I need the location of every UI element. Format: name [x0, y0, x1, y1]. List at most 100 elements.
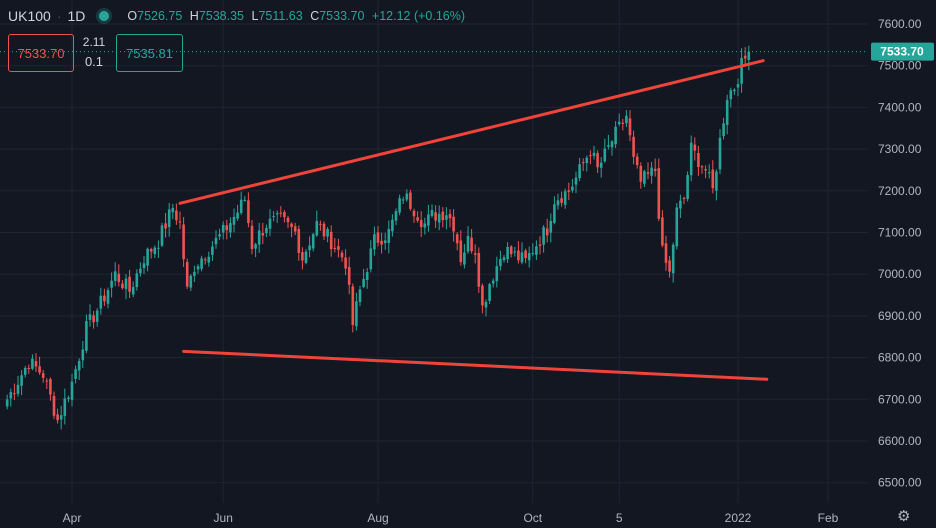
candle-body — [157, 247, 160, 249]
candle-body — [545, 228, 549, 236]
candle-body — [63, 398, 67, 416]
candle-body — [646, 172, 650, 174]
candle-body — [203, 259, 207, 261]
candle-body — [621, 122, 625, 124]
candle-body — [718, 137, 722, 170]
y-tick-label: 6800.00 — [878, 351, 922, 365]
sell-button[interactable]: 7533.70 — [8, 34, 74, 72]
candle-body — [117, 273, 121, 283]
candle-body — [175, 210, 178, 221]
candle-body — [319, 223, 322, 225]
interval-label[interactable]: 1D — [67, 8, 86, 24]
price-axis — [868, 0, 936, 528]
candle-body — [481, 285, 484, 306]
candle-body — [596, 153, 599, 168]
candle-body — [113, 271, 117, 281]
candle-body — [322, 223, 326, 237]
candle-body — [473, 253, 477, 255]
candle-body — [423, 223, 427, 228]
candle-body — [344, 257, 347, 269]
candle-body — [131, 287, 135, 295]
x-tick-label: Jun — [214, 511, 233, 525]
candle-body — [70, 381, 74, 400]
candle-body — [149, 249, 153, 252]
candle-body — [625, 115, 628, 124]
candle-body — [455, 234, 459, 244]
candle-body — [445, 215, 448, 220]
candle-body — [178, 221, 182, 223]
candle-body — [650, 167, 653, 176]
candle-body — [430, 210, 434, 216]
candle-body — [686, 175, 689, 199]
candle-body — [639, 165, 643, 182]
candle-body — [538, 244, 542, 246]
candle-body — [398, 198, 401, 213]
time-axis — [0, 503, 936, 528]
candle-body — [628, 118, 632, 136]
candle-body — [5, 399, 9, 407]
candle-body — [603, 148, 607, 162]
candle-body — [517, 250, 520, 261]
candle-body — [502, 257, 506, 261]
candle-body — [707, 172, 711, 174]
candle-body — [236, 212, 239, 219]
candle-body — [329, 231, 333, 250]
upper-trendline — [178, 59, 765, 205]
last-price-label: 7533.70 — [880, 45, 924, 59]
candle-body — [506, 246, 509, 260]
candle-body — [391, 219, 394, 232]
candle-body — [607, 145, 610, 147]
candle-body — [704, 169, 707, 171]
candle-body — [38, 366, 41, 373]
candle-body — [121, 283, 124, 289]
candle-body — [41, 373, 45, 378]
candle-body — [167, 209, 171, 228]
candle-body — [106, 290, 110, 304]
candle-body — [153, 247, 157, 254]
candle-body — [56, 414, 59, 421]
candle-body — [513, 251, 517, 253]
candle-body — [459, 240, 463, 263]
x-tick-label: 2022 — [725, 511, 752, 525]
candle-body — [679, 200, 682, 209]
candle-body — [470, 237, 473, 252]
symbol-label[interactable]: UK100 — [8, 8, 51, 24]
open-value: 7526.75 — [137, 9, 183, 23]
candle-body — [733, 89, 736, 92]
candle-body — [239, 199, 243, 213]
candle-body — [164, 223, 167, 229]
candle-body — [13, 393, 16, 395]
low-value: 7511.63 — [258, 9, 303, 23]
candle-body — [275, 213, 279, 215]
candle-body — [160, 225, 164, 246]
candle-body — [729, 90, 733, 100]
candle-body — [693, 144, 697, 151]
candle-body — [355, 301, 358, 327]
quantity-value[interactable]: 0.1 — [84, 54, 104, 69]
candle-body — [560, 198, 563, 203]
candle-body — [535, 246, 538, 255]
y-tick-label: 6700.00 — [878, 392, 922, 406]
candle-body — [542, 227, 545, 245]
candle-body — [589, 155, 592, 157]
settings-gear-icon[interactable]: ⚙ — [897, 508, 911, 525]
candle-body — [491, 280, 495, 284]
candle-body — [664, 243, 668, 263]
candle-body — [499, 258, 502, 267]
last-price-tag — [871, 42, 934, 61]
candle-body — [211, 246, 214, 255]
y-tick-label: 6900.00 — [878, 309, 922, 323]
candle-body — [182, 224, 185, 260]
x-tick-label: Feb — [818, 511, 839, 525]
candle-body — [9, 392, 13, 399]
candle-body — [549, 220, 553, 233]
candle-body — [286, 217, 290, 223]
candle-body — [585, 157, 589, 164]
buy-button[interactable]: 7535.81 — [116, 34, 183, 72]
candle-body — [711, 169, 715, 189]
candle-body — [214, 237, 218, 245]
candle-body — [146, 248, 149, 266]
candle-body — [380, 240, 383, 245]
y-tick-label: 7000.00 — [878, 267, 922, 281]
